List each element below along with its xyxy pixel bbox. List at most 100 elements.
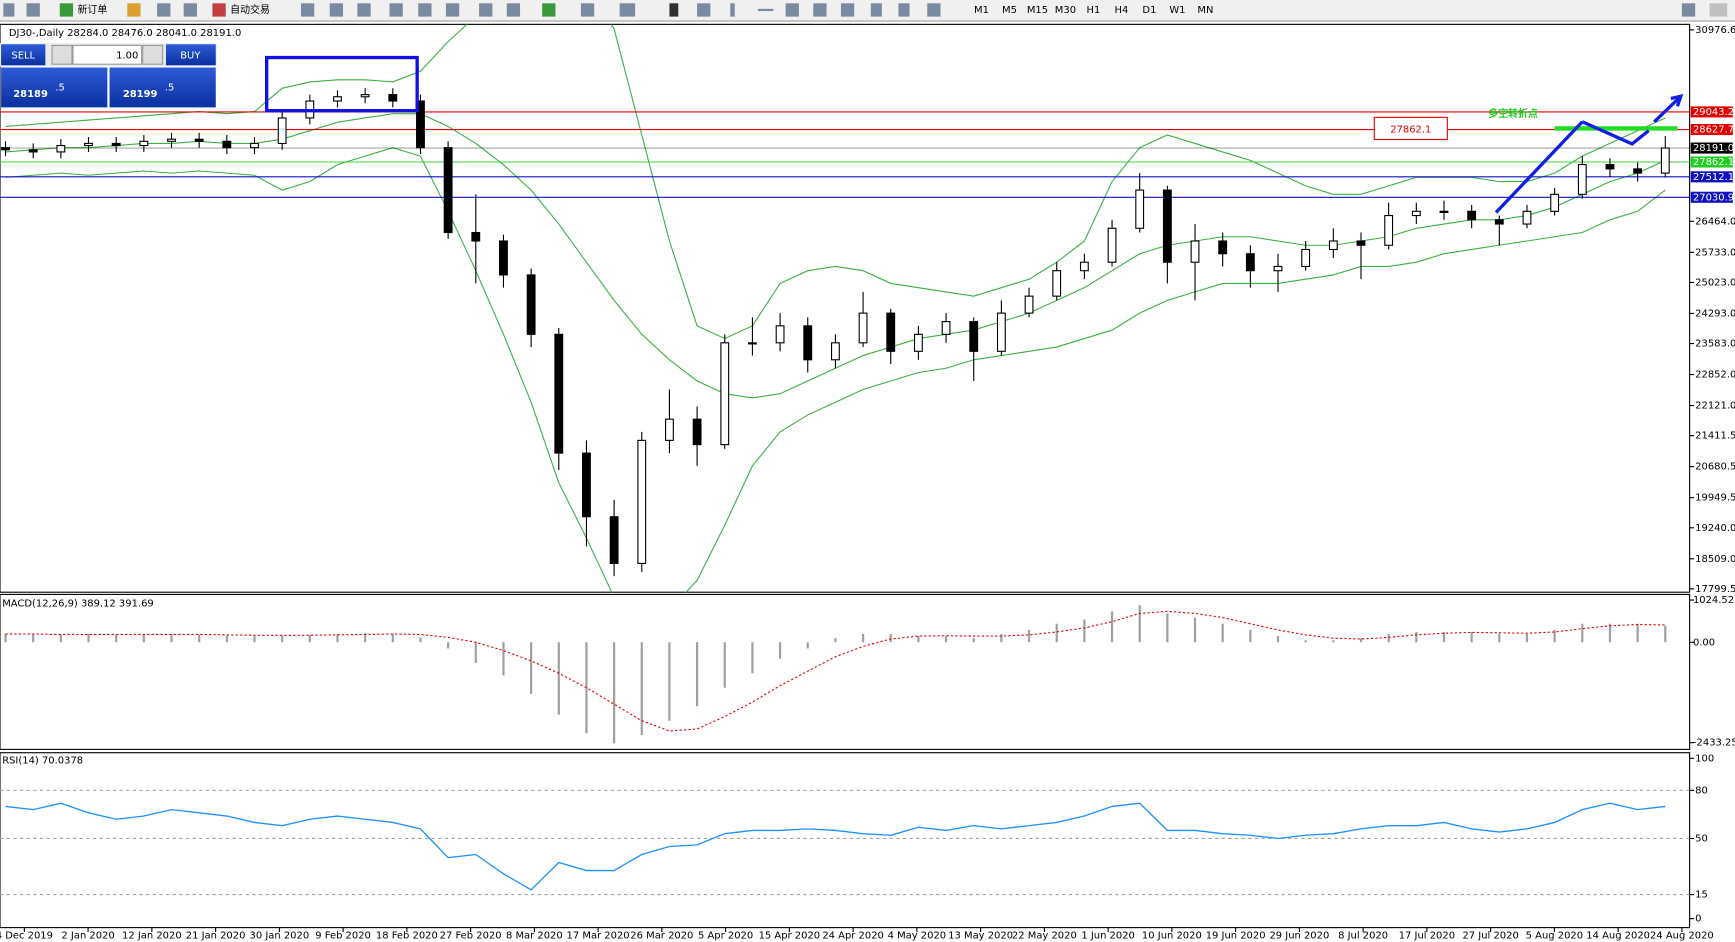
level-label-box — [1690, 156, 1733, 168]
trade-panel: SELL 1.00 BUY 28189 .5 28199 .5 — [0, 43, 217, 108]
toolbar — [0, 0, 1735, 22]
icon[interactable] — [757, 8, 774, 12]
timeframe[interactable]: M5 — [1002, 5, 1017, 16]
new-order[interactable]: 新订单 — [77, 3, 107, 16]
x-tick-label: 9 Feb 2020 — [315, 930, 371, 941]
candle-body — [277, 117, 287, 144]
candle-body — [747, 342, 757, 345]
icon[interactable] — [329, 3, 344, 17]
price-annotation: 27862.1 — [1390, 125, 1431, 136]
icon[interactable] — [1709, 3, 1728, 17]
candle-body — [637, 439, 647, 564]
timeframe[interactable]: M30 — [1055, 5, 1076, 16]
icon[interactable] — [669, 3, 679, 17]
candle-body — [1605, 164, 1615, 170]
x-tick-label: 24 Aug 2020 — [1650, 930, 1714, 941]
lot-up[interactable] — [142, 44, 164, 65]
icon[interactable] — [697, 3, 711, 17]
icon[interactable] — [418, 3, 432, 17]
icon[interactable] — [26, 3, 40, 17]
icon[interactable] — [580, 3, 595, 17]
icon[interactable] — [445, 3, 460, 17]
icon[interactable] — [813, 3, 827, 17]
icon[interactable] — [730, 3, 735, 17]
candle-body — [803, 325, 813, 361]
icon[interactable] — [1681, 3, 1696, 17]
bollinger-band — [5, 147, 1666, 593]
candle-body — [1577, 164, 1587, 195]
candle-body — [1, 147, 10, 151]
timeframe[interactable]: H4 — [1115, 5, 1129, 16]
candle-body — [28, 149, 38, 153]
icon[interactable] — [898, 3, 910, 17]
icon[interactable] — [479, 3, 493, 17]
icon[interactable] — [542, 3, 556, 17]
x-tick-label: 17 Mar 2020 — [567, 930, 630, 941]
candle-body — [1522, 210, 1532, 225]
arrow-head — [1670, 94, 1684, 107]
candle-body — [1356, 240, 1366, 246]
timeframe[interactable]: D1 — [1142, 5, 1156, 16]
candle-body — [526, 274, 536, 335]
icon[interactable] — [212, 3, 226, 17]
icon[interactable] — [59, 3, 74, 17]
x-tick-label: 19 Jun 2020 — [1206, 930, 1266, 941]
arrow — [1494, 120, 1584, 214]
icon[interactable] — [840, 3, 855, 17]
icon[interactable] — [870, 3, 882, 17]
level-label-box — [1690, 171, 1733, 183]
rsi-line — [5, 802, 1666, 891]
icon[interactable] — [927, 3, 941, 17]
candle-body — [720, 342, 730, 446]
y-tick-label: 26464.0 — [1695, 216, 1735, 227]
icon[interactable] — [785, 3, 799, 17]
y-tick-label: 25023.0 — [1695, 277, 1735, 288]
icon[interactable] — [357, 3, 371, 17]
x-tick-label: 10 Jun 2020 — [1142, 930, 1202, 941]
x-tick-label: 27 Feb 2020 — [440, 930, 502, 941]
lot-value[interactable]: 1.00 — [116, 50, 138, 61]
icon[interactable] — [157, 3, 171, 17]
icon[interactable] — [300, 3, 315, 17]
timeframe[interactable]: M1 — [974, 5, 989, 16]
note-annotation: 多空转折点 — [1488, 107, 1538, 120]
icon[interactable] — [619, 3, 636, 17]
icon[interactable] — [3, 3, 15, 17]
timeframe[interactable]: M15 — [1027, 5, 1048, 16]
x-tick-label: 27 Jul 2020 — [1462, 930, 1518, 941]
lot-input[interactable] — [72, 44, 143, 65]
macd-signal — [5, 610, 1666, 732]
buy-button[interactable] — [165, 44, 216, 66]
sell-button[interactable] — [1, 44, 46, 66]
x-tick-label: 5 Apr 2020 — [698, 930, 753, 941]
timeframe[interactable]: H1 — [1087, 5, 1101, 16]
timeframe[interactable]: W1 — [1169, 5, 1185, 16]
buy-price-box[interactable] — [109, 67, 216, 108]
icon[interactable] — [389, 3, 403, 17]
y-tick-label: 19240.0 — [1695, 523, 1735, 534]
y-tick-label: -2433.25 — [1693, 738, 1735, 749]
y-tick-label: 0.00 — [1693, 637, 1715, 648]
rsi-panel — [0, 752, 1691, 929]
icon[interactable] — [183, 3, 197, 17]
y-tick-label: 1024.52 — [1693, 595, 1734, 606]
candle-body — [1079, 261, 1089, 272]
lot-down[interactable] — [51, 44, 73, 65]
sell-price: 28189 — [13, 89, 48, 100]
x-tick-label: 17 Jul 2020 — [1399, 930, 1455, 941]
y-tick-label: 22121.0 — [1695, 401, 1735, 412]
buy-label[interactable]: BUY — [180, 50, 201, 61]
y-tick-label: 18509.0 — [1695, 554, 1735, 565]
y-tick-label: 17799.5 — [1695, 584, 1735, 595]
y-tick-label: 25733.0 — [1695, 247, 1735, 258]
candle-body — [1550, 193, 1560, 212]
timeframe[interactable]: MN — [1197, 5, 1213, 16]
icon[interactable] — [506, 3, 521, 17]
icon[interactable] — [127, 3, 141, 17]
sell-label[interactable]: SELL — [11, 50, 35, 61]
sell-price-box[interactable] — [1, 67, 108, 108]
auto-trading[interactable]: 自动交易 — [230, 3, 270, 16]
candle-body — [1273, 265, 1283, 272]
level-label-box — [1690, 142, 1733, 154]
